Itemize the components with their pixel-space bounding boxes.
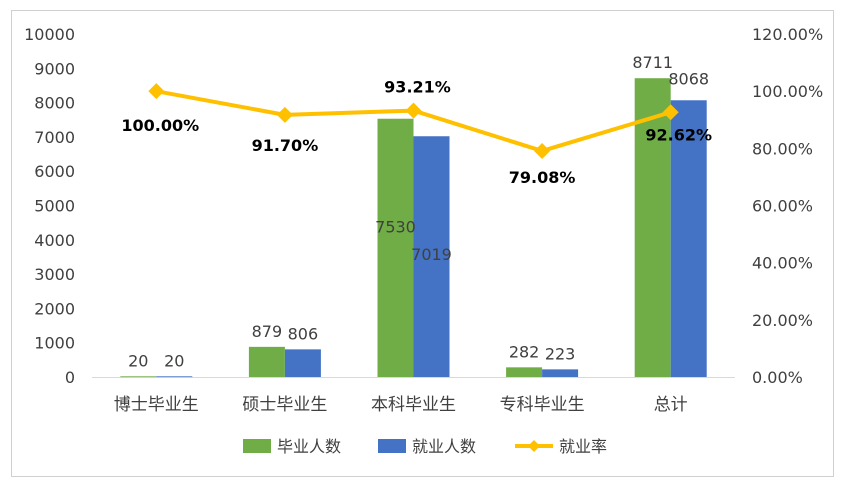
left-tick-label: 8000 xyxy=(34,94,75,113)
right-tick-label: 100.00% xyxy=(752,82,823,101)
category-label: 本科毕业生 xyxy=(371,395,456,415)
left-tick-label: 7000 xyxy=(34,128,75,147)
category-label: 总计 xyxy=(654,395,688,415)
right-tick-label: 120.00% xyxy=(752,25,823,44)
bar-graduates xyxy=(377,118,414,377)
rate-marker xyxy=(276,106,293,123)
bar-employed xyxy=(542,369,579,377)
bar-graduates xyxy=(634,78,671,377)
left-tick-label: 3000 xyxy=(34,265,75,284)
right-tick-label: 80.00% xyxy=(752,139,813,158)
left-tick-label: 5000 xyxy=(34,197,75,216)
legend-marker xyxy=(528,440,540,452)
left-tick-label: 10000 xyxy=(24,25,75,44)
bar-graduates xyxy=(248,346,285,377)
legend-swatch xyxy=(243,439,271,453)
legend: 毕业人数 就业人数 就业率 xyxy=(243,437,607,456)
category-label: 博士毕业生 xyxy=(114,395,199,415)
left-tick-label: 6000 xyxy=(34,162,75,181)
rate-value-label: 100.00% xyxy=(121,116,199,135)
rate-line-series xyxy=(148,83,679,159)
graduates-value-label: 282 xyxy=(509,342,540,361)
bar-value-labels: 20 879 7530 282 8711 20 806 7019 223 8068 xyxy=(128,53,709,370)
graduates-value-label: 8711 xyxy=(632,53,673,72)
legend-swatch xyxy=(378,439,406,453)
bar-employed xyxy=(284,349,321,377)
rate-value-label: 93.21% xyxy=(384,78,451,97)
rate-value-label: 91.70% xyxy=(252,136,319,155)
x-axis-categories: 博士毕业生 硕士毕业生 本科毕业生 专科毕业生 总计 xyxy=(114,395,688,415)
right-axis: 0.00% 20.00% 40.00% 60.00% 80.00% 100.00% 120.… xyxy=(752,25,823,387)
category-label: 专科毕业生 xyxy=(500,395,585,415)
legend-label: 毕业人数 xyxy=(277,437,341,456)
left-tick-label: 1000 xyxy=(34,334,75,353)
right-tick-label: 20.00% xyxy=(752,311,813,330)
bar-employed xyxy=(413,136,450,377)
bar-graduates xyxy=(506,367,543,377)
employed-value-label: 806 xyxy=(288,324,319,343)
employed-value-label: 8068 xyxy=(668,69,709,88)
legend-label: 就业人数 xyxy=(412,437,476,456)
bar-employed xyxy=(156,376,193,378)
rate-marker xyxy=(148,83,165,100)
bar-graduates xyxy=(120,376,157,378)
left-tick-label: 9000 xyxy=(34,59,75,78)
rate-marker xyxy=(662,104,679,121)
rate-marker xyxy=(534,142,551,159)
rate-value-labels: 100.00% 91.70% 93.21% 79.08% 92.62% xyxy=(121,78,712,187)
employed-value-label: 7019 xyxy=(411,245,452,264)
left-tick-label: 0 xyxy=(65,368,75,387)
rate-value-label: 79.08% xyxy=(509,168,576,187)
right-tick-label: 40.00% xyxy=(752,254,813,273)
employed-value-label: 223 xyxy=(545,344,576,363)
employed-value-label: 20 xyxy=(164,351,184,370)
bar-employed xyxy=(670,100,707,377)
left-tick-label: 4000 xyxy=(34,231,75,250)
rate-value-label: 92.62% xyxy=(645,125,712,144)
legend-label: 就业率 xyxy=(559,437,607,456)
graduates-value-label: 879 xyxy=(252,322,283,341)
right-tick-label: 60.00% xyxy=(752,197,813,216)
left-axis: 0 1000 2000 3000 4000 5000 6000 7000 8000 9000 100… xyxy=(24,25,735,387)
rate-marker xyxy=(405,102,422,119)
bar-series xyxy=(120,78,707,378)
category-label: 硕士毕业生 xyxy=(242,395,327,415)
graduates-value-label: 7530 xyxy=(375,218,416,237)
right-tick-label: 0.00% xyxy=(752,368,803,387)
left-tick-label: 2000 xyxy=(34,299,75,318)
graduates-value-label: 20 xyxy=(128,351,148,370)
